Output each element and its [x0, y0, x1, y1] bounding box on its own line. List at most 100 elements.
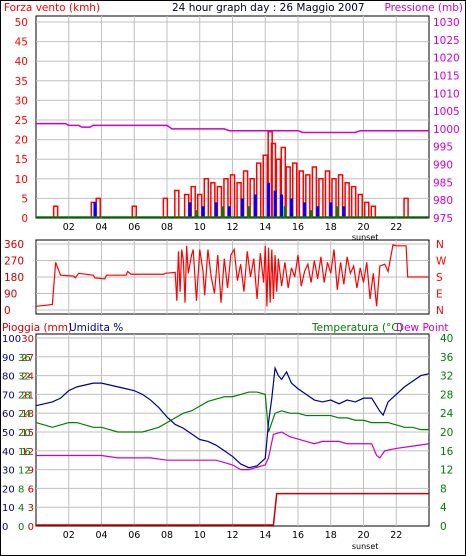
wind-x-tick-label: 04: [95, 222, 107, 233]
temp-left-tick-label: 28: [18, 390, 31, 401]
wind-tick-label: 40: [15, 56, 28, 68]
wind-x-tick-label: 18: [325, 222, 337, 233]
pressure-tick-label: 980: [433, 195, 453, 207]
climate-x-tick-label: 12: [226, 530, 238, 541]
temperature-line: [35, 391, 429, 433]
wind-x-tick-label: 20: [357, 222, 369, 233]
wind-gust-bar: [270, 142, 277, 218]
wind-x-tick-label: 02: [63, 222, 75, 233]
temp-right-tick-label: 20: [440, 427, 453, 439]
climate-x-tick-label: 16: [292, 530, 304, 541]
humidity-tick-label: 40: [2, 447, 15, 458]
pressure-tick-label: 1015: [433, 70, 460, 82]
humidity-tick-label: 80: [2, 372, 15, 383]
temp-right-tick-label: 12: [440, 465, 453, 477]
wind-green-bar: [283, 206, 287, 218]
humidity-tick-label: 20: [2, 484, 15, 495]
direction-tick-label: 90: [4, 289, 17, 301]
wind-tick-label: 5: [21, 193, 28, 205]
wind-avg-bar: [273, 190, 277, 218]
wind-gust-bar: [285, 166, 291, 218]
temp-right-tick-label: 40: [440, 333, 453, 345]
wind-gust-bar: [131, 205, 137, 218]
pressure-line: [36, 122, 429, 134]
wind-gust-bar: [298, 170, 305, 218]
humidity-tick-label: 10: [2, 503, 15, 514]
humidity-line: [35, 365, 430, 469]
wind-x-tick-label: 22: [390, 222, 402, 233]
temp-right-tick-label: 24: [440, 408, 454, 420]
wind-x-tick-label: 08: [161, 222, 173, 233]
wind-avg-bar: [303, 202, 307, 218]
climate-x-tick-label: 22: [390, 530, 402, 541]
temp-right-tick-label: 36: [440, 352, 454, 364]
wind-avg-bar: [280, 194, 284, 218]
pressure-title: Pressione (mb): [384, 2, 463, 14]
rain-tick-label: 27: [21, 353, 34, 364]
rain-tick-label: 21: [21, 390, 34, 401]
wind-gust-bar: [242, 170, 249, 218]
temp-left-tick-label: 16: [18, 447, 31, 458]
climate-x-tick-label: 06: [128, 530, 140, 541]
temp-left-tick-label: 12: [18, 466, 31, 477]
direction-tick-label: 0: [4, 305, 11, 317]
wind-avg-bar: [93, 202, 97, 218]
wind-avg-bar: [214, 202, 218, 218]
wind-gust-bar: [403, 197, 409, 218]
wind-avg-bar: [329, 202, 333, 218]
temp-right-tick-label: 16: [440, 446, 454, 458]
wind-title: Forza vento (kmh): [4, 2, 100, 14]
temp-left-tick-label: 32: [18, 372, 31, 383]
wind-green-bar: [309, 210, 313, 218]
wind-gust-bar: [229, 174, 236, 218]
temp-right-tick-label: 32: [440, 371, 453, 383]
wind-gust-bar: [174, 189, 180, 218]
wind-tick-label: 35: [15, 76, 28, 88]
direction-tick-label: 270: [4, 256, 24, 268]
pressure-tick-label: 995: [433, 142, 453, 154]
wind-green-bar: [195, 210, 198, 218]
wind-x-tick-label: 10: [194, 222, 206, 233]
wind-tick-label: 45: [15, 37, 28, 49]
wind-gust-bar: [255, 162, 262, 218]
wind-avg-bar: [201, 206, 205, 218]
pressure-tick-label: 990: [433, 160, 453, 172]
temp-left-tick-label: 4: [18, 503, 24, 514]
rain-tick-label: 30: [21, 334, 34, 345]
rain-line: [36, 492, 429, 526]
dew-point-label: Dew Point: [396, 322, 449, 334]
wind-gust-bar: [305, 174, 311, 218]
wind-gust-bar: [280, 146, 287, 218]
wind-x-tick-label: 06: [128, 222, 140, 233]
humidity-tick-label: 100: [2, 334, 21, 345]
climate-x-tick-label: 18: [325, 530, 337, 541]
temp-left-tick-label: 36: [18, 353, 31, 364]
wind-tick-label: 15: [15, 154, 28, 166]
wind-gust-bar: [337, 174, 344, 218]
wind-gust-bar: [357, 193, 363, 218]
climate-x-tick-label: 04: [95, 530, 107, 541]
dew-point-line: [36, 431, 430, 471]
wind-avg-bar: [227, 206, 231, 218]
wind-gust-bar: [162, 197, 169, 218]
wind-gust-bar: [311, 166, 318, 218]
pressure-tick-label: 1025: [433, 35, 460, 47]
wind-x-tick-label: 12: [226, 222, 238, 233]
wind-tick-label: 0: [21, 213, 28, 225]
direction-tick-label: 180: [4, 272, 24, 284]
humidity-tick-label: 60: [2, 409, 15, 420]
wind-gust-bar: [331, 178, 337, 218]
pressure-tick-label: 1010: [433, 88, 460, 100]
wind-avg-bar: [342, 206, 346, 218]
pressure-tick-label: 985: [433, 177, 453, 189]
temp-left-tick-label: 8: [18, 484, 24, 495]
temp-left-tick-label: 24: [18, 409, 31, 420]
wind-gust-bar: [291, 162, 298, 218]
wind-tick-label: 25: [15, 115, 28, 127]
chart-title: 24 hour graph day : 26 Maggio 2007: [172, 2, 365, 14]
wind-green-bar: [247, 206, 251, 218]
wind-gust-bar: [370, 205, 377, 218]
wind-avg-bar: [316, 206, 320, 218]
temp-right-tick-label: 8: [440, 483, 447, 495]
